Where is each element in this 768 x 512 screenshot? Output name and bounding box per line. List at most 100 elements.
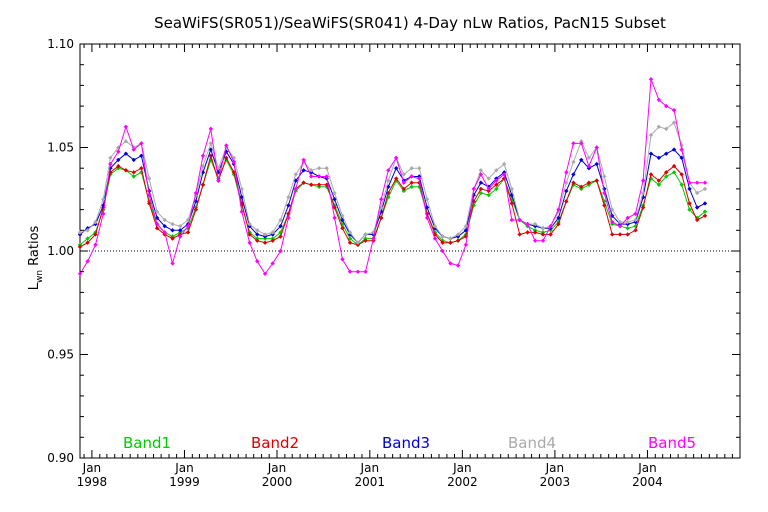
data-point-band5 [486,186,491,192]
data-point-band2 [379,215,384,221]
data-point-band1 [409,184,414,190]
data-point-band5 [687,180,692,185]
y-tick-label: 1.10 [47,37,74,51]
data-point-band4 [200,163,206,169]
data-point-band1 [687,207,692,212]
data-point-band2 [640,205,646,210]
data-point-band4 [586,155,592,161]
data-point-band3 [293,178,298,183]
data-point-band3 [602,186,607,192]
data-point-band5 [85,259,90,264]
data-point-band2 [247,232,252,237]
data-point-band4 [379,205,384,210]
data-point-band5 [471,186,476,192]
data-point-band4 [532,221,538,227]
x-tick-label-year: 1999 [169,475,200,489]
data-point-band2 [278,234,283,239]
data-point-band4 [540,226,546,231]
data-point-band4 [324,166,329,171]
data-point-band5 [640,178,646,183]
data-point-band4 [409,166,414,171]
legend-band3: Band3 [382,434,430,452]
data-point-band4 [602,174,607,179]
data-point-band5 [594,145,599,150]
data-point-band5 [625,215,630,221]
data-point-band3 [687,186,692,192]
data-point-band3 [702,201,708,206]
data-point-band3 [656,155,662,161]
data-point-band5 [417,176,422,181]
data-point-band4 [610,207,615,212]
data-point-band2 [679,172,684,177]
data-point-band4 [455,232,461,237]
data-point-band4 [108,155,113,161]
data-point-band2 [200,182,206,187]
data-point-band3 [478,180,484,185]
data-point-band4 [154,209,160,214]
data-point-band5 [247,240,252,245]
data-point-band5 [278,248,283,254]
data-point-band3 [239,194,244,200]
data-point-band5 [432,236,438,241]
data-point-band3 [286,203,291,208]
data-point-band5 [517,217,522,223]
data-point-band4 [77,230,83,235]
series-band3 [77,147,708,245]
data-point-band5 [571,141,576,146]
data-point-band2 [340,226,345,231]
data-point-band3 [332,197,337,202]
data-point-band4 [679,143,684,148]
data-point-band1 [85,236,90,241]
data-point-band5 [224,143,229,148]
data-point-band1 [478,190,484,196]
legend-band2: Band2 [251,434,299,452]
data-point-band2 [301,180,306,185]
data-point-band5 [656,97,662,103]
data-point-band3 [177,228,183,233]
data-point-band5 [393,155,399,161]
data-point-band4 [170,221,175,227]
legend-band5: Band5 [648,434,696,452]
data-point-band2 [494,182,499,187]
data-point-band5 [255,259,260,264]
data-point-band4 [440,234,445,239]
data-point-band3 [131,157,136,163]
data-point-band2 [532,230,538,235]
data-point-band2 [448,240,453,245]
data-point-band4 [101,197,106,202]
data-point-band4 [478,168,484,173]
data-point-band2 [255,238,260,243]
data-point-band4 [355,240,361,245]
data-point-band2 [586,180,592,185]
data-point-band5 [586,163,592,169]
y-tick-label: 0.95 [47,348,74,362]
data-point-band2 [193,207,199,212]
data-point-band5 [170,261,175,266]
x-tick-label-month: Jan [82,461,102,475]
data-point-band5 [270,261,275,266]
data-point-band2 [224,155,229,161]
data-point-band5 [509,217,515,223]
data-point-band5 [409,174,414,179]
data-point-band5 [208,126,214,132]
data-point-band4 [401,172,406,177]
data-point-band5 [293,186,298,192]
data-point-band3 [255,232,260,237]
data-point-band5 [332,215,337,221]
data-point-band5 [324,174,329,179]
data-point-band3 [564,188,569,194]
data-point-band4 [486,176,491,181]
data-point-band4 [664,126,669,132]
data-point-band5 [386,168,391,173]
data-point-band5 [455,263,461,268]
data-point-band4 [463,223,469,229]
x-tick-label-year: 1998 [77,475,108,489]
series-line-band4 [79,121,706,244]
data-point-band5 [671,108,677,113]
data-point-band2 [525,230,530,235]
x-tick-label-year: 2004 [632,475,663,489]
data-point-band5 [448,261,453,266]
data-point-band3 [640,194,646,200]
series-band4 [77,120,708,245]
data-point-band5 [231,159,237,165]
